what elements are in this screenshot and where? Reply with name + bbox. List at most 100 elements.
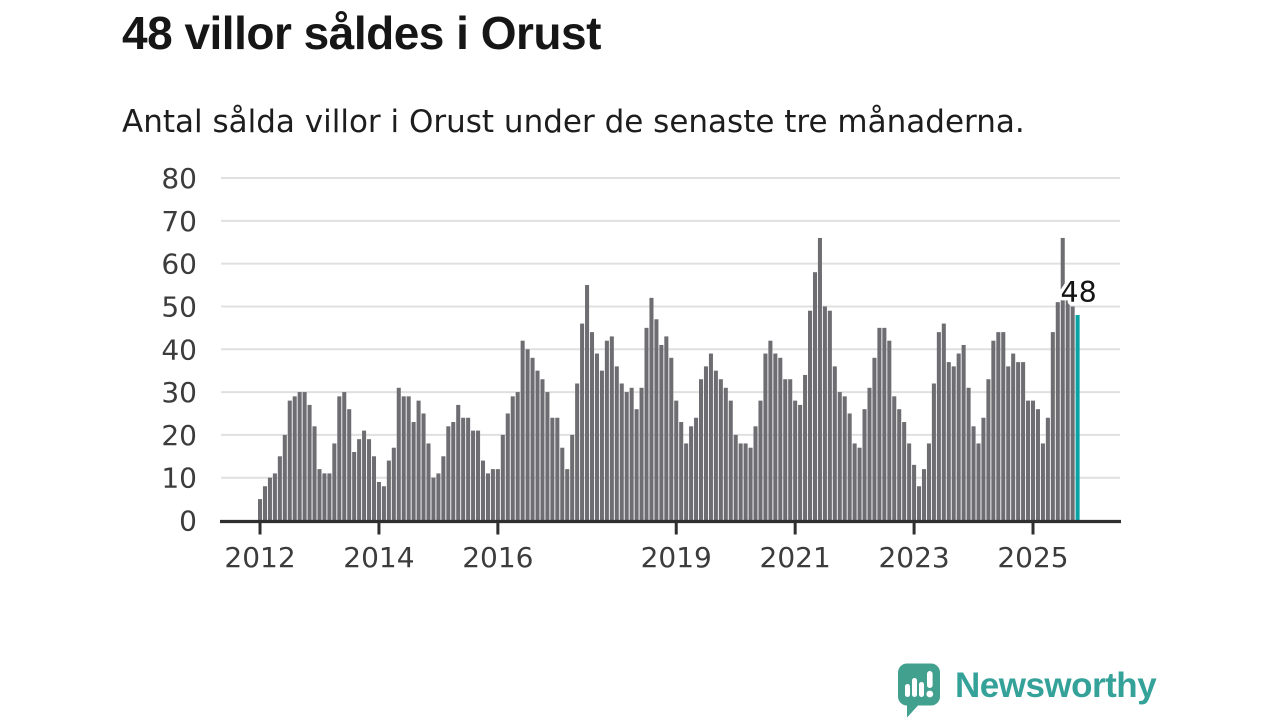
y-axis-label: 20 <box>161 419 197 452</box>
bar <box>679 422 684 521</box>
bar <box>921 469 927 521</box>
bar <box>867 387 872 521</box>
bar <box>941 323 946 521</box>
bar <box>441 456 446 521</box>
bar <box>1060 237 1065 521</box>
x-axis-label: 2014 <box>343 541 414 574</box>
x-axis-tick <box>496 520 500 535</box>
bar <box>570 434 575 521</box>
bar <box>902 422 907 521</box>
bar <box>624 392 629 521</box>
bar <box>565 469 570 521</box>
bar <box>367 439 372 521</box>
x-axis-label: 2021 <box>760 541 831 574</box>
bar <box>703 366 708 521</box>
highlighted-bar <box>1075 315 1080 521</box>
bar <box>262 486 268 521</box>
bar <box>713 370 718 521</box>
bar <box>258 499 263 521</box>
y-axis-label: 30 <box>161 376 197 409</box>
bar <box>689 426 694 521</box>
y-axis-label: 70 <box>161 205 197 238</box>
bar <box>981 417 986 521</box>
bar <box>842 396 847 521</box>
bar <box>892 396 897 521</box>
bar <box>480 460 486 521</box>
bar <box>956 353 961 521</box>
x-axis-label: 2012 <box>224 541 295 574</box>
bar <box>352 452 357 521</box>
bar <box>986 379 991 521</box>
bar <box>738 443 743 521</box>
bar <box>555 417 560 521</box>
bar <box>832 366 837 521</box>
bar <box>991 340 996 521</box>
bar <box>614 366 619 521</box>
bar <box>550 417 555 521</box>
x-axis-tick <box>793 520 797 535</box>
bar <box>594 353 599 521</box>
bar <box>872 357 877 521</box>
bar <box>966 387 971 521</box>
bar <box>292 396 297 521</box>
bar <box>847 413 852 521</box>
chart-subtitle: Antal sålda villor i Orust under de sena… <box>122 104 1025 140</box>
bar <box>371 456 377 521</box>
bar <box>887 340 892 521</box>
bar <box>282 434 287 521</box>
bar <box>758 400 763 521</box>
bar <box>976 443 981 521</box>
bar <box>535 370 540 521</box>
bar <box>827 310 832 521</box>
bar <box>917 486 922 521</box>
bar <box>381 486 386 521</box>
bar <box>783 379 788 521</box>
bar <box>277 456 282 521</box>
bar <box>396 387 401 521</box>
bar <box>808 310 813 521</box>
bar <box>634 409 639 521</box>
bar <box>708 353 713 521</box>
bar <box>753 426 758 521</box>
bar <box>560 447 565 521</box>
bar <box>322 473 327 521</box>
bar <box>505 413 510 521</box>
bar <box>317 469 322 521</box>
bar <box>1001 332 1006 521</box>
x-axis-tick <box>1031 520 1035 535</box>
y-axis-label: 10 <box>161 462 197 495</box>
bar <box>471 430 476 521</box>
bar <box>664 336 669 521</box>
bar <box>302 392 307 521</box>
bar <box>654 319 659 521</box>
x-axis-label: 2016 <box>462 541 533 574</box>
bar <box>1045 417 1050 521</box>
bar <box>639 387 644 521</box>
bar <box>307 404 312 521</box>
bar <box>466 417 471 521</box>
brand-footer: Newsworthy <box>897 662 1157 719</box>
x-axis-tick <box>377 520 381 535</box>
bar <box>327 473 332 521</box>
bar <box>312 426 317 521</box>
bar <box>495 469 500 521</box>
bar <box>589 332 595 521</box>
bar <box>1011 353 1016 521</box>
x-axis-label: 2019 <box>641 541 712 574</box>
bar <box>490 469 495 521</box>
bar <box>1055 302 1060 521</box>
bar <box>718 379 723 521</box>
newsworthy-logo-icon <box>898 663 940 718</box>
bar <box>946 362 951 521</box>
bar <box>629 387 634 521</box>
bar <box>1070 306 1075 521</box>
x-axis-label: 2025 <box>997 541 1068 574</box>
bar <box>748 447 753 521</box>
bar <box>817 237 822 521</box>
x-axis-label: 2023 <box>878 541 949 574</box>
bar <box>1026 400 1031 521</box>
bar <box>461 417 466 521</box>
bar <box>297 392 302 521</box>
bar <box>907 443 912 521</box>
